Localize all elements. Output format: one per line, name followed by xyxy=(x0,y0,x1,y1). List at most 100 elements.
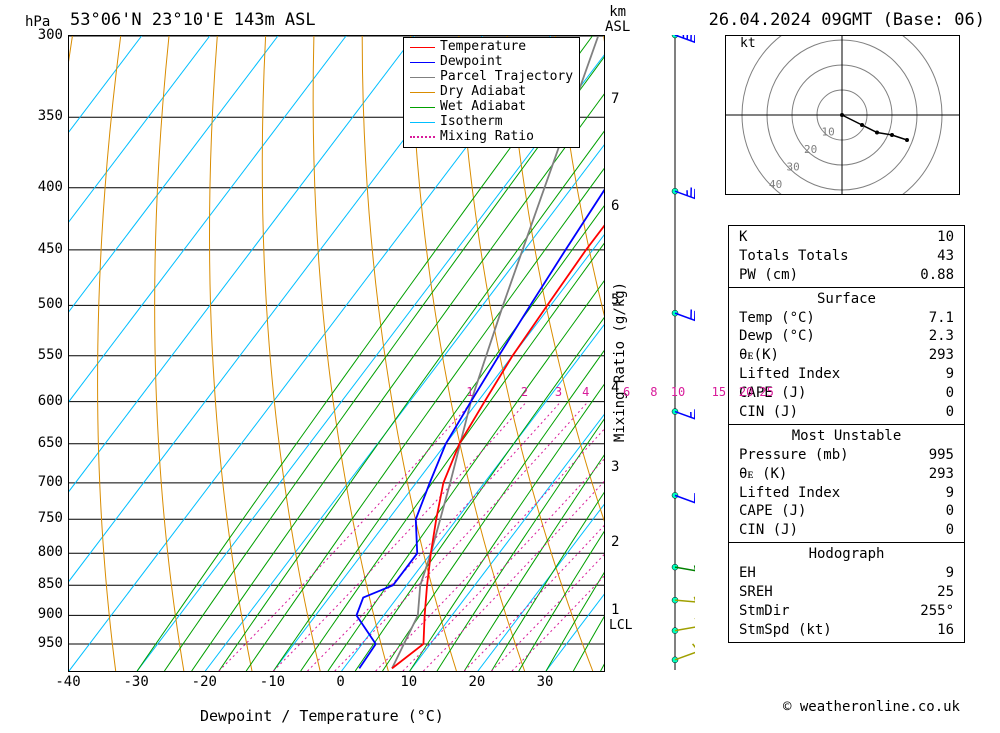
legend-swatch xyxy=(410,62,435,63)
data-value: 10 xyxy=(937,228,954,247)
data-row: CIN (J)0 xyxy=(733,521,960,540)
altitude-tick: 7 xyxy=(611,91,619,107)
data-row: Lifted Index 9 xyxy=(733,365,960,384)
data-label: K xyxy=(739,228,747,247)
temperature-tick: -40 xyxy=(55,674,80,690)
data-label: Temp (°C) xyxy=(739,309,815,328)
data-label: Lifted Index xyxy=(739,365,840,384)
data-value: 43 xyxy=(937,247,954,266)
legend-swatch xyxy=(410,47,435,48)
chart-title: 53°06'N 23°10'E 143m ASL xyxy=(70,10,316,30)
hodograph-svg: 10203040 xyxy=(725,35,960,195)
wind-svg xyxy=(655,35,695,670)
mixing-ratio-label: 3 xyxy=(555,385,562,399)
legend-swatch xyxy=(410,136,435,138)
section-title: Hodograph xyxy=(733,545,960,564)
data-value: 255° xyxy=(920,602,954,621)
legend-item: Wet Adiabat xyxy=(410,100,573,115)
data-value: 2.3 xyxy=(929,327,954,346)
altitude-tick: 3 xyxy=(611,459,619,475)
pressure-tick: 900 xyxy=(28,606,63,622)
legend-item: Temperature xyxy=(410,40,573,55)
temperature-tick: 0 xyxy=(336,674,344,690)
pressure-tick: 350 xyxy=(28,108,63,124)
pressure-tick: 300 xyxy=(28,27,63,43)
data-value: 293 xyxy=(929,346,954,365)
legend-label: Wet Adiabat xyxy=(440,100,526,115)
section-title: Surface xyxy=(733,290,960,309)
indices-section: K 10 Totals Totals 43PW (cm)0.88 xyxy=(729,226,964,288)
data-label: StmSpd (kt) xyxy=(739,621,832,640)
temperature-tick: 20 xyxy=(468,674,485,690)
pressure-tick: 650 xyxy=(28,435,63,451)
mixing-ratio-label: 4 xyxy=(582,385,589,399)
data-row: K 10 xyxy=(733,228,960,247)
legend-label: Mixing Ratio xyxy=(440,130,534,145)
legend-swatch xyxy=(410,77,435,78)
data-row: θᴇ (K)293 xyxy=(733,465,960,484)
data-row: Temp (°C) 7.1 xyxy=(733,309,960,328)
pressure-tick: 450 xyxy=(28,241,63,257)
data-row: Lifted Index 9 xyxy=(733,484,960,503)
legend-item: Dry Adiabat xyxy=(410,85,573,100)
temperature-tick: -20 xyxy=(192,674,217,690)
pressure-tick: 400 xyxy=(28,179,63,195)
date-title: 26.04.2024 09GMT (Base: 06) xyxy=(709,10,985,30)
data-label: θᴇ (K) xyxy=(739,465,787,484)
y-axis-right-unit: kmASL xyxy=(605,5,630,36)
svg-text:20: 20 xyxy=(804,143,817,156)
mixing-ratio-label: 10 xyxy=(671,385,685,399)
chart-legend: TemperatureDewpointParcel TrajectoryDry … xyxy=(403,37,580,148)
svg-text:40: 40 xyxy=(769,178,782,191)
svg-text:10: 10 xyxy=(822,126,835,139)
data-row: StmSpd (kt)16 xyxy=(733,621,960,640)
data-label: Dewp (°C) xyxy=(739,327,815,346)
pressure-tick: 750 xyxy=(28,510,63,526)
legend-swatch xyxy=(410,107,435,108)
data-row: SREH25 xyxy=(733,583,960,602)
x-axis-label: Dewpoint / Temperature (°C) xyxy=(200,707,444,725)
mixing-ratio-label: 6 xyxy=(623,385,630,399)
hodograph: 10203040 xyxy=(725,35,960,195)
mixing-ratio-label: 20 xyxy=(739,385,753,399)
data-value: 9 xyxy=(946,484,954,503)
data-value: 9 xyxy=(946,365,954,384)
data-row: Totals Totals 43 xyxy=(733,247,960,266)
data-value: 0 xyxy=(946,521,954,540)
data-label: CIN (J) xyxy=(739,403,798,422)
data-value: 7.1 xyxy=(929,309,954,328)
data-row: StmDir255° xyxy=(733,602,960,621)
data-value: 9 xyxy=(946,564,954,583)
legend-item: Mixing Ratio xyxy=(410,130,573,145)
data-value: 0 xyxy=(946,502,954,521)
data-value: 0 xyxy=(946,384,954,403)
data-value: 0 xyxy=(946,403,954,422)
data-label: θᴇ(K) xyxy=(739,346,779,365)
legend-label: Dewpoint xyxy=(440,55,503,70)
data-row: Dewp (°C) 2.3 xyxy=(733,327,960,346)
mixing-ratio-label: 25 xyxy=(759,385,773,399)
data-label: Pressure (mb) xyxy=(739,446,849,465)
data-label: EH xyxy=(739,564,756,583)
data-value: 995 xyxy=(929,446,954,465)
pressure-tick: 950 xyxy=(28,635,63,651)
data-row: Pressure (mb) 995 xyxy=(733,446,960,465)
temperature-tick: -30 xyxy=(123,674,148,690)
pressure-tick: 850 xyxy=(28,576,63,592)
pressure-tick: 600 xyxy=(28,393,63,409)
temperature-tick: 10 xyxy=(400,674,417,690)
indices-section: Most UnstablePressure (mb)995θᴇ (K)293Li… xyxy=(729,425,964,543)
legend-label: Parcel Trajectory xyxy=(440,70,573,85)
indices-section: SurfaceTemp (°C)7.1Dewp (°C)2.3θᴇ(K)293L… xyxy=(729,288,964,425)
legend-item: Parcel Trajectory xyxy=(410,70,573,85)
legend-label: Dry Adiabat xyxy=(440,85,526,100)
data-label: Totals Totals xyxy=(739,247,849,266)
wind-barb-column xyxy=(655,35,695,670)
mixing-ratio-label: 8 xyxy=(650,385,657,399)
pressure-tick: 500 xyxy=(28,296,63,312)
data-label: Lifted Index xyxy=(739,484,840,503)
lcl-label: LCL xyxy=(609,618,632,633)
data-label: PW (cm) xyxy=(739,266,798,285)
altitude-tick: 1 xyxy=(611,602,619,618)
data-row: PW (cm)0.88 xyxy=(733,266,960,285)
